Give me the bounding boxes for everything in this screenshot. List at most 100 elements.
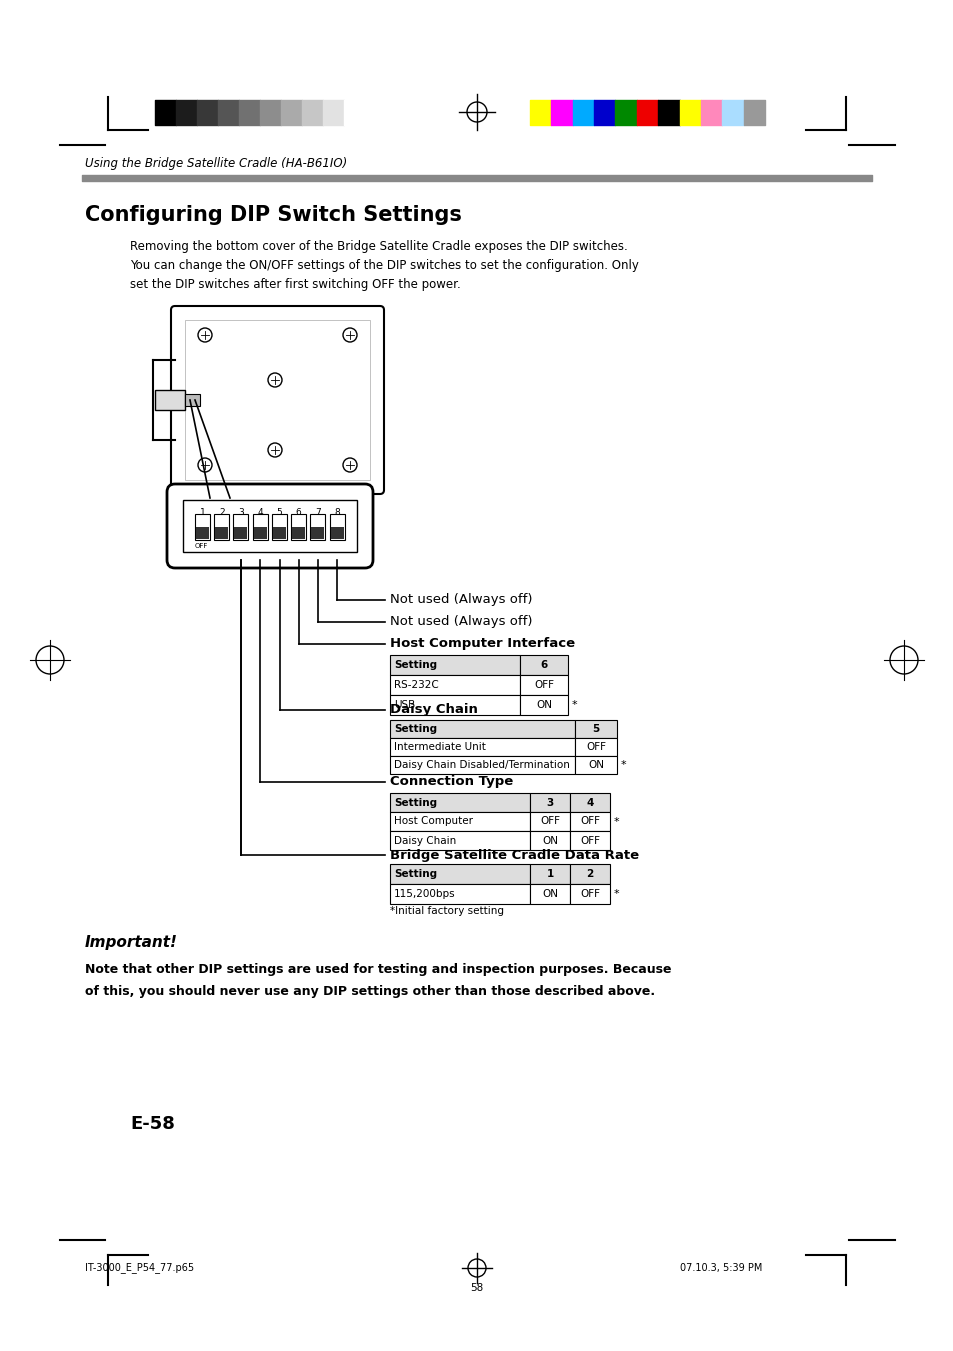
- Bar: [390, 694, 519, 715]
- Text: E-58: E-58: [130, 1115, 174, 1133]
- Text: ON: ON: [536, 700, 552, 711]
- FancyBboxPatch shape: [171, 305, 384, 494]
- Text: Connection Type: Connection Type: [390, 775, 513, 789]
- Text: ON: ON: [587, 761, 603, 770]
- Text: ON: ON: [541, 889, 558, 898]
- Bar: [233, 513, 248, 540]
- Bar: [185, 320, 370, 480]
- Bar: [575, 757, 617, 774]
- Text: Setting: Setting: [394, 724, 436, 734]
- Bar: [390, 738, 575, 757]
- Bar: [390, 655, 519, 676]
- Bar: [569, 812, 609, 831]
- Bar: [272, 513, 287, 540]
- Bar: [569, 793, 609, 812]
- Bar: [154, 390, 185, 409]
- Text: Using the Bridge Satellite Cradle (HA-B61IO): Using the Bridge Satellite Cradle (HA-B6…: [85, 157, 347, 170]
- Text: Bridge Satellite Cradle Data Rate: Bridge Satellite Cradle Data Rate: [390, 848, 639, 862]
- Text: 4: 4: [586, 797, 593, 808]
- Bar: [215, 527, 228, 539]
- Text: Important!: Important!: [85, 935, 178, 950]
- Bar: [214, 513, 229, 540]
- Text: 5: 5: [592, 724, 599, 734]
- Bar: [194, 513, 210, 540]
- Bar: [310, 513, 325, 540]
- Text: 4: 4: [257, 508, 263, 517]
- Bar: [195, 527, 209, 539]
- Text: Not used (Always off): Not used (Always off): [390, 593, 532, 607]
- FancyBboxPatch shape: [167, 484, 373, 567]
- Text: *: *: [572, 700, 577, 711]
- Text: OFF: OFF: [579, 835, 599, 846]
- Text: USB: USB: [394, 700, 415, 711]
- Text: 3: 3: [546, 797, 553, 808]
- Text: 6: 6: [295, 508, 301, 517]
- Text: Removing the bottom cover of the Bridge Satellite Cradle exposes the DIP switche: Removing the bottom cover of the Bridge …: [130, 240, 627, 253]
- Text: Setting: Setting: [394, 661, 436, 670]
- Text: 1: 1: [546, 869, 553, 880]
- Bar: [253, 513, 268, 540]
- Text: 5: 5: [276, 508, 282, 517]
- Text: Setting: Setting: [394, 869, 436, 880]
- Bar: [390, 812, 530, 831]
- Text: 8: 8: [334, 508, 339, 517]
- Bar: [575, 738, 617, 757]
- Text: Configuring DIP Switch Settings: Configuring DIP Switch Settings: [85, 205, 461, 226]
- Bar: [575, 720, 617, 738]
- Text: 2: 2: [218, 508, 224, 517]
- Bar: [569, 884, 609, 904]
- Bar: [530, 793, 569, 812]
- Bar: [273, 527, 286, 539]
- Text: RS-232C: RS-232C: [394, 680, 438, 690]
- Bar: [390, 720, 575, 738]
- Bar: [390, 831, 530, 850]
- Bar: [292, 527, 305, 539]
- Text: 6: 6: [539, 661, 547, 670]
- Bar: [390, 676, 519, 694]
- Text: OFF: OFF: [539, 816, 559, 827]
- Text: *Initial factory setting: *Initial factory setting: [390, 907, 503, 916]
- Text: set the DIP switches after first switching OFF the power.: set the DIP switches after first switchi…: [130, 278, 460, 290]
- Bar: [291, 513, 306, 540]
- Text: OFF: OFF: [579, 816, 599, 827]
- Text: 7: 7: [314, 508, 320, 517]
- Text: OFF: OFF: [534, 680, 554, 690]
- Text: *: *: [614, 889, 619, 898]
- Bar: [234, 527, 247, 539]
- Text: Daisy Chain: Daisy Chain: [394, 835, 456, 846]
- Bar: [390, 757, 575, 774]
- Text: Intermediate Unit: Intermediate Unit: [394, 742, 485, 753]
- Text: *: *: [620, 761, 626, 770]
- Text: Setting: Setting: [394, 797, 436, 808]
- Text: 115,200bps: 115,200bps: [394, 889, 456, 898]
- Bar: [390, 793, 530, 812]
- Bar: [183, 500, 356, 553]
- Text: *: *: [614, 816, 619, 827]
- Text: 2: 2: [586, 869, 593, 880]
- Bar: [530, 812, 569, 831]
- Text: 3: 3: [238, 508, 244, 517]
- Bar: [331, 527, 343, 539]
- Text: 07.10.3, 5:39 PM: 07.10.3, 5:39 PM: [679, 1263, 761, 1273]
- Text: Note that other DIP settings are used for testing and inspection purposes. Becau: Note that other DIP settings are used fo…: [85, 963, 671, 975]
- Bar: [530, 831, 569, 850]
- Bar: [519, 676, 567, 694]
- Bar: [569, 831, 609, 850]
- Bar: [311, 527, 324, 539]
- Text: OFF: OFF: [194, 543, 208, 549]
- Text: You can change the ON/OFF settings of the DIP switches to set the configuration.: You can change the ON/OFF settings of th…: [130, 259, 639, 272]
- Text: OFF: OFF: [585, 742, 605, 753]
- Text: ON: ON: [541, 835, 558, 846]
- Bar: [390, 884, 530, 904]
- Text: of this, you should never use any DIP settings other than those described above.: of this, you should never use any DIP se…: [85, 985, 655, 998]
- Text: Not used (Always off): Not used (Always off): [390, 616, 532, 628]
- Bar: [530, 865, 569, 884]
- Bar: [530, 884, 569, 904]
- Text: 58: 58: [470, 1283, 483, 1293]
- Bar: [569, 865, 609, 884]
- Text: Daisy Chain Disabled/Termination: Daisy Chain Disabled/Termination: [394, 761, 569, 770]
- Text: Host Computer: Host Computer: [394, 816, 473, 827]
- Bar: [390, 865, 530, 884]
- Bar: [253, 527, 267, 539]
- Text: IT-3000_E_P54_77.p65: IT-3000_E_P54_77.p65: [85, 1263, 193, 1274]
